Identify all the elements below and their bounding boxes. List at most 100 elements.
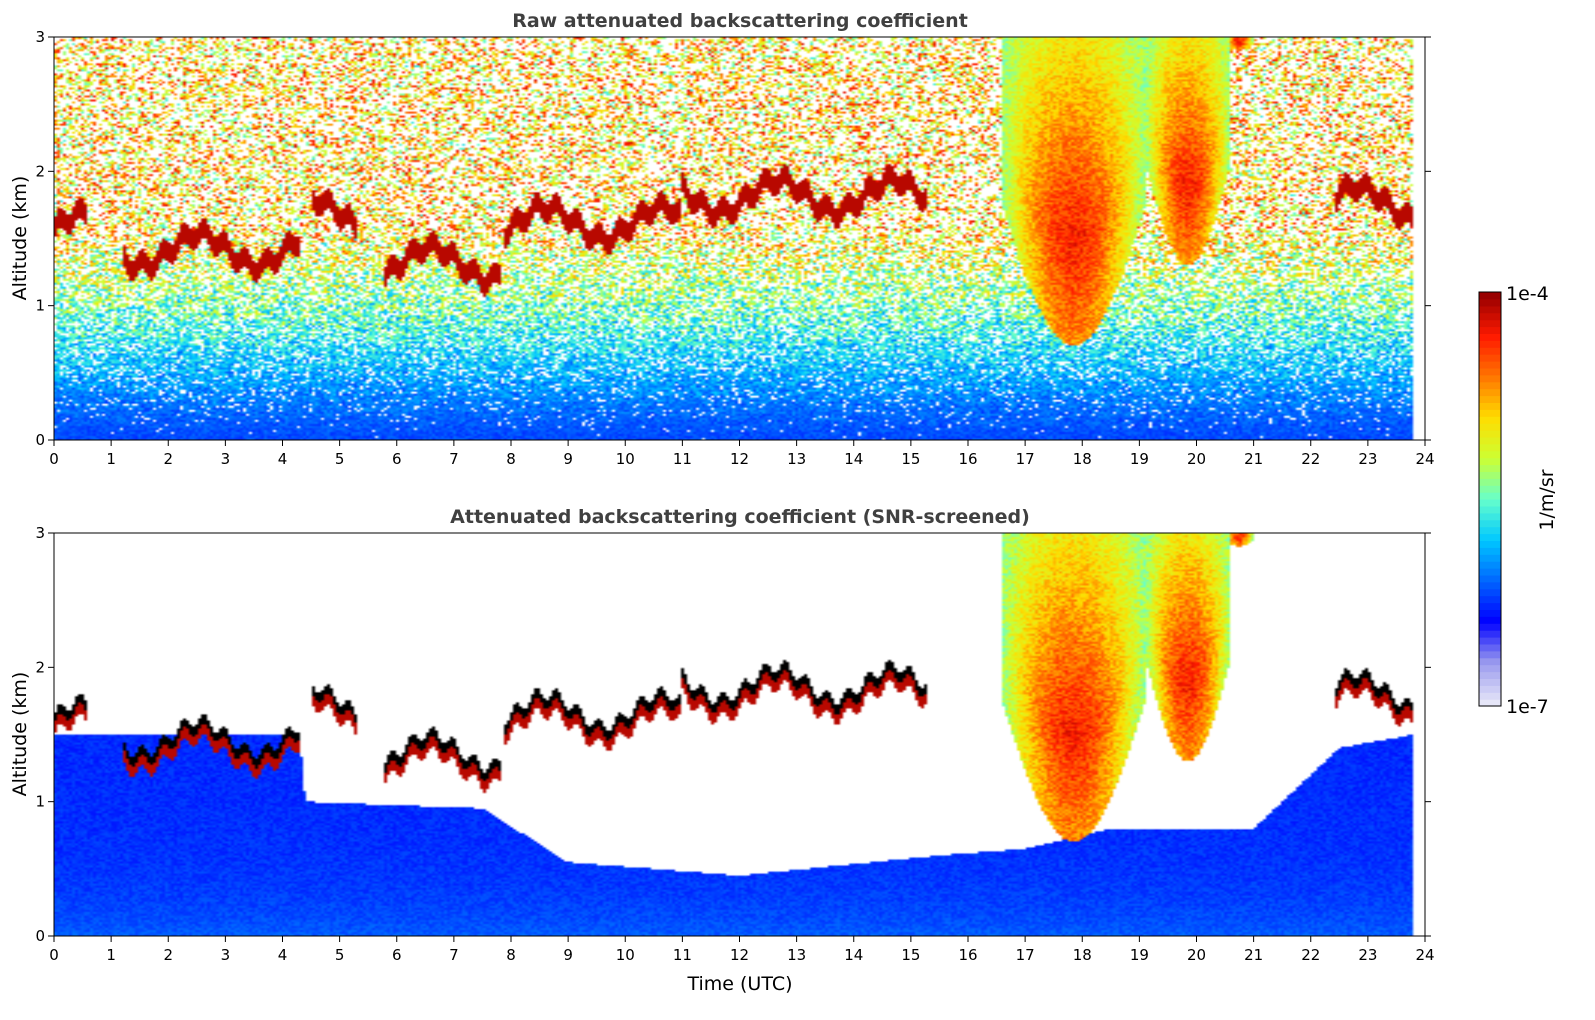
colorbar-band bbox=[1479, 699, 1501, 707]
x-tick-label: 3 bbox=[221, 450, 231, 468]
x-tick-label: 8 bbox=[506, 450, 516, 468]
x-tick-label: 18 bbox=[1073, 450, 1092, 468]
panel-title-raw: Raw attenuated backscattering coefficien… bbox=[512, 10, 968, 32]
x-tick-label: 10 bbox=[616, 946, 635, 964]
x-tick-label: 14 bbox=[844, 450, 863, 468]
colorbar-band bbox=[1479, 602, 1501, 610]
x-axis-raw: 0 1 2 3 4 5 6 7 8 9 10 11 12 13 14 15 16 17 18 19 20 21 22 23 24 bbox=[49, 440, 1435, 468]
colorbar-band bbox=[1479, 540, 1501, 548]
colorbar-band bbox=[1479, 430, 1501, 438]
x-tick-label: 9 bbox=[563, 946, 573, 964]
x-tick-label: 12 bbox=[730, 450, 749, 468]
colorbar: 1e-4 1e-7 1/m/sr bbox=[1478, 283, 1558, 718]
panel-title-screened: Attenuated backscattering coefficient (S… bbox=[450, 506, 1030, 528]
colorbar-band bbox=[1479, 416, 1501, 424]
colorbar-band bbox=[1479, 657, 1501, 666]
colorbar-band bbox=[1479, 616, 1501, 624]
colorbar-frame bbox=[1478, 291, 1502, 707]
x-tick-label: 5 bbox=[335, 946, 345, 964]
screened-backscatter-panel: Attenuated backscattering coefficient (S… bbox=[9, 506, 1435, 995]
colorbar-band bbox=[1479, 326, 1501, 334]
y-tick-label: 0 bbox=[35, 431, 45, 449]
y-tick-label: 0 bbox=[35, 927, 45, 945]
colorbar-band bbox=[1479, 340, 1501, 348]
colorbar-band bbox=[1479, 395, 1501, 403]
colorbar-band bbox=[1479, 354, 1501, 362]
x-tick-label: 18 bbox=[1073, 946, 1092, 964]
colorbar-band bbox=[1479, 367, 1501, 376]
colorbar-band bbox=[1479, 671, 1501, 679]
colorbar-band bbox=[1479, 533, 1501, 541]
x-tick-label: 9 bbox=[563, 450, 573, 468]
x-tick-label: 19 bbox=[1130, 946, 1149, 964]
x-tick-label: 11 bbox=[673, 450, 692, 468]
x-tick-label: 20 bbox=[1187, 946, 1206, 964]
colorbar-max-label: 1e-4 bbox=[1506, 283, 1549, 305]
colorbar-band bbox=[1479, 519, 1501, 528]
colorbar-band bbox=[1479, 499, 1501, 507]
colorbar-band bbox=[1479, 388, 1501, 397]
x-tick-label: 13 bbox=[787, 946, 806, 964]
colorbar-band bbox=[1479, 423, 1501, 431]
colorbar-band bbox=[1479, 595, 1501, 604]
x-tick-label: 6 bbox=[392, 450, 402, 468]
colorbar-band bbox=[1479, 664, 1501, 673]
x-tick-label: 17 bbox=[1016, 450, 1035, 468]
x-tick-label: 16 bbox=[958, 450, 977, 468]
x-tick-label: 2 bbox=[163, 450, 173, 468]
colorbar-band bbox=[1479, 361, 1501, 369]
x-tick-label: 1 bbox=[106, 946, 116, 964]
colorbar-band bbox=[1479, 512, 1501, 521]
x-tick-label: 0 bbox=[49, 450, 59, 468]
x-axis-screened: 0 1 2 3 4 5 6 7 8 9 10 11 12 13 14 15 16 17 18 19 20 21 22 23 24 bbox=[49, 936, 1435, 964]
x-tick-label: 23 bbox=[1358, 946, 1377, 964]
colorbar-band bbox=[1479, 347, 1501, 355]
colorbar-band bbox=[1479, 374, 1501, 383]
colorbar-band bbox=[1479, 478, 1501, 486]
colorbar-band bbox=[1479, 443, 1501, 452]
y-tick-label: 1 bbox=[35, 793, 45, 811]
y-tick-label: 3 bbox=[35, 28, 45, 46]
x-tick-label: 10 bbox=[616, 450, 635, 468]
colorbar-band bbox=[1479, 554, 1501, 562]
x-tick-label: 17 bbox=[1016, 946, 1035, 964]
x-tick-label: 15 bbox=[901, 450, 920, 468]
colorbar-band bbox=[1479, 581, 1501, 590]
x-tick-label: 23 bbox=[1358, 450, 1377, 468]
colorbar-band bbox=[1479, 402, 1501, 410]
y-axis-label-raw: Altitude (km) bbox=[9, 176, 31, 301]
colorbar-band bbox=[1479, 464, 1501, 472]
x-tick-label: 0 bbox=[49, 946, 59, 964]
colorbar-band bbox=[1479, 568, 1501, 576]
colorbar-band bbox=[1479, 333, 1501, 341]
raw-backscatter-panel: Raw attenuated backscattering coefficien… bbox=[9, 10, 1435, 468]
colorbar-band bbox=[1479, 305, 1501, 314]
x-tick-label: 7 bbox=[449, 946, 459, 964]
colorbar-band bbox=[1479, 623, 1501, 631]
raw-backscatter-heatmap bbox=[54, 37, 1425, 440]
x-tick-label: 8 bbox=[506, 946, 516, 964]
y-axis-label-screened: Altitude (km) bbox=[9, 672, 31, 797]
colorbar-band bbox=[1479, 450, 1501, 459]
colorbar-band bbox=[1479, 643, 1501, 652]
colorbar-band bbox=[1479, 471, 1501, 479]
colorbar-unit-label: 1/m/sr bbox=[1536, 469, 1558, 530]
colorbar-band bbox=[1479, 485, 1501, 493]
x-tick-label: 19 bbox=[1130, 450, 1149, 468]
x-tick-label: 13 bbox=[787, 450, 806, 468]
x-tick-label: 21 bbox=[1244, 450, 1263, 468]
colorbar-bands bbox=[1479, 292, 1501, 707]
y-tick-label: 3 bbox=[35, 524, 45, 542]
colorbar-band bbox=[1479, 678, 1501, 686]
colorbar-band bbox=[1479, 457, 1501, 466]
screened-backscatter-heatmap bbox=[54, 533, 1425, 936]
x-tick-label: 20 bbox=[1187, 450, 1206, 468]
colorbar-band bbox=[1479, 685, 1501, 693]
x-tick-label: 7 bbox=[449, 450, 459, 468]
x-tick-label: 4 bbox=[278, 450, 288, 468]
colorbar-band bbox=[1479, 630, 1501, 638]
colorbar-band bbox=[1479, 312, 1501, 321]
y-tick-label: 2 bbox=[35, 162, 45, 180]
colorbar-band bbox=[1479, 381, 1501, 390]
